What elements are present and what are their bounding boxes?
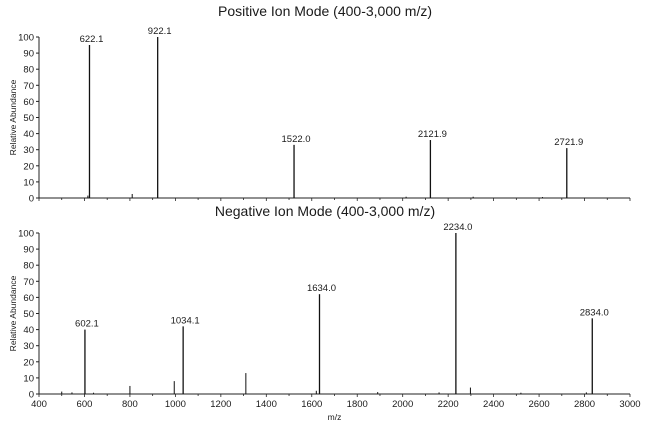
positive-peak-label: 622.1 [80,34,104,45]
negative-peak-label: 1034.1 [171,315,200,326]
positive-y-tick-label: 0 [29,194,34,205]
negative-x-tick-label: 2000 [392,399,413,410]
negative-y-tick-label: 60 [23,293,34,304]
negative-x-tick-label: 2600 [529,399,550,410]
positive-y-axis-label: Relative Abundance [8,79,18,155]
negative-y-tick-label: 10 [23,373,34,384]
negative-x-tick-label: 2400 [483,399,504,410]
positive-y-tick-label: 80 [23,65,34,76]
negative-x-tick-label: 2200 [438,399,459,410]
positive-y-tick-label: 40 [23,129,34,140]
negative-x-tick-label: 1000 [165,399,186,410]
negative-y-tick-label: 40 [23,325,34,336]
positive-y-tick-label: 90 [23,49,34,60]
positive-y-tick-label: 20 [23,161,34,172]
negative-y-tick-label: 30 [23,341,34,352]
negative-peak-label: 602.1 [75,319,99,330]
negative-x-tick-label: 400 [31,399,47,410]
negative-y-tick-label: 20 [23,357,34,368]
positive-peak-label: 922.1 [148,26,172,37]
negative-peak-label: 1634.0 [307,283,336,294]
negative-x-tick-label: 1200 [210,399,231,410]
negative-chart-title: Negative Ion Mode (400-3,000 m/z) [214,203,436,219]
positive-peak-label: 2121.9 [418,129,447,140]
positive-y-tick-label: 100 [18,33,34,44]
positive-y-tick-label: 60 [23,97,34,108]
negative-y-tick-label: 70 [23,277,34,288]
negative-y-tick-label: 0 [29,390,34,401]
negative-x-tick-label: 800 [122,399,138,410]
negative-x-tick-label: 1800 [347,399,368,410]
negative-x-tick-label: 3000 [619,399,640,410]
negative-x-tick-label: 1600 [301,399,322,410]
negative-y-tick-label: 50 [23,309,34,320]
negative-x-tick-label: 1400 [256,399,277,410]
positive-y-tick-label: 30 [23,145,34,156]
negative-y-tick-label: 90 [23,245,34,256]
positive-peak-label: 1522.0 [282,134,311,145]
positive-y-tick-label: 50 [23,113,34,124]
negative-peak-label: 2234.0 [443,222,472,233]
negative-y-tick-label: 80 [23,261,34,272]
positive-chart-title: Positive Ion Mode (400-3,000 m/z) [218,3,432,19]
negative-y-axis-label: Relative Abundance [8,275,18,351]
negative-x-tick-label: 2800 [574,399,595,410]
negative-x-axis-label: m/z [328,412,342,422]
negative-peak-label: 2834.0 [580,307,609,318]
negative-x-tick-label: 600 [77,399,93,410]
positive-peak-label: 2721.9 [554,137,583,148]
positive-y-tick-label: 70 [23,81,34,92]
negative-y-tick-label: 100 [18,229,34,240]
positive-y-tick-label: 10 [23,177,34,188]
